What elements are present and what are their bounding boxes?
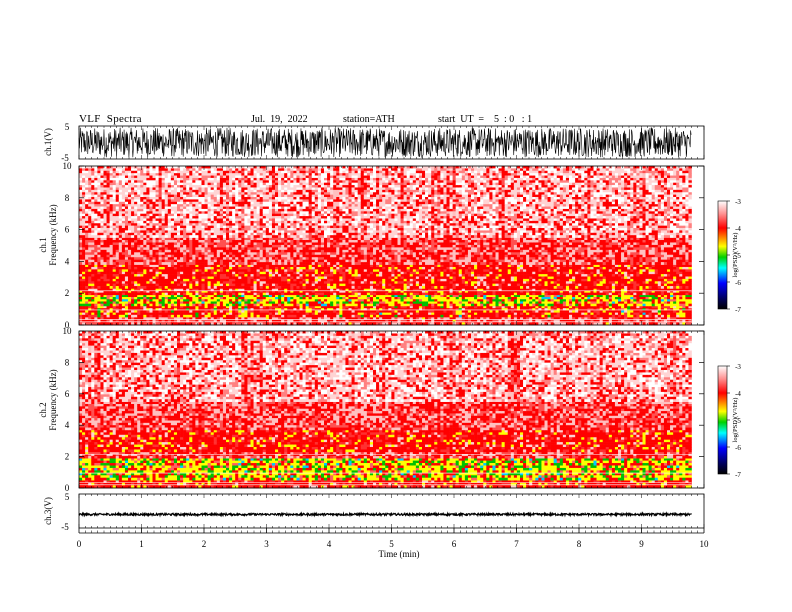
ytick-label: 10 [63,326,73,336]
spec2-band-4 [79,402,692,431]
frame-ticks-3 [79,494,704,528]
ch1-waveform-trace [79,128,692,158]
ytick-label: 8 [65,357,70,367]
ytick-label: 6 [65,389,70,399]
ch3-waveform-trace [79,513,692,515]
wf3-line [79,513,692,515]
spec1-band-4 [79,265,692,289]
ytick-label: 10 [63,161,73,171]
colorbar-tick-label: -6 [735,279,741,287]
spec2-band-2 [79,452,692,459]
xtick-label: 0 [77,539,82,549]
ytick-label: 4 [65,420,70,430]
xtick-label: 2 [202,539,207,549]
ch3-waveform-frame [79,494,704,528]
ytick-label: 8 [65,193,70,203]
colorbar-tick-label: -7 [735,471,741,479]
colorbar-label: log(PSD)(V²/Hz) [732,398,739,443]
ch2-spectrogram-ylabel-line2: Frequency (kHz) [48,369,58,430]
colorbar-tick-label: -7 [735,306,741,314]
ch1-spectrogram-ylabel-line1: ch.1 [38,237,48,252]
colorbar-gradient [718,366,727,474]
xtick-label: 3 [264,539,269,549]
ch3-waveform-panel: 5 -5 ch.3(V) [43,492,704,532]
colorbar-tick-label: -4 [735,225,741,233]
xtick-label: 1 [139,539,144,549]
ch3-ytick-top: 5 [65,492,70,502]
spec1-band-5 [79,238,692,265]
ch1-waveform-panel: 5 -5 ch.1(V) [43,122,704,163]
ch3-waveform-ylabel: ch.3(V) [43,497,53,525]
colorbar-label: log(PSD)(V²/Hz) [732,233,739,278]
ch1-spectrogram-ylabel-line2: Frequency (kHz) [48,204,58,265]
colorbar-tick-label: -6 [735,444,741,452]
spec1-band-2 [79,295,692,306]
ch3-ytick-bottom: -5 [61,522,69,532]
ytick-label: 2 [65,288,70,298]
spec2-band-1 [79,458,692,480]
vlf-spectra-figure: 5 -5 ch.1(V) 0 2 4 6 8 10 ch.1 Frequency (kHz… [0,0,792,612]
spec1-band-3 [79,288,692,295]
xtick-label: 6 [452,539,457,549]
colorbar-tick-label: -4 [735,390,741,398]
wf1-line [79,128,692,158]
ytick-label: 4 [65,256,70,266]
colorbar-gradient [718,201,727,309]
spec2-band-5 [79,331,692,402]
ytick-label: 2 [65,452,70,462]
ch1-ytick-top: 5 [65,122,70,132]
xtick-label: 9 [639,539,644,549]
xtick-label: 4 [327,539,332,549]
xtick-label: 10 [700,539,710,549]
ch1-waveform-ylabel: ch.1(V) [43,128,53,156]
xtick-label: 5 [389,539,394,549]
xtick-label: 7 [514,539,519,549]
colorbar-tick-label: -3 [735,198,741,206]
ytick-label: 6 [65,225,70,235]
spec2-band-3 [79,430,692,452]
ch2-spectrogram-image [79,331,692,488]
spec1-band-1 [79,306,692,317]
spec1-band-6 [79,166,692,238]
ch1-spectrogram-image [79,166,692,325]
colorbar-tick-label: -3 [735,363,741,371]
time-axis-label: Time (min) [379,549,420,559]
xtick-label: 8 [577,539,582,549]
ch2-spectrogram-ylabel-line1: ch.2 [38,402,48,417]
